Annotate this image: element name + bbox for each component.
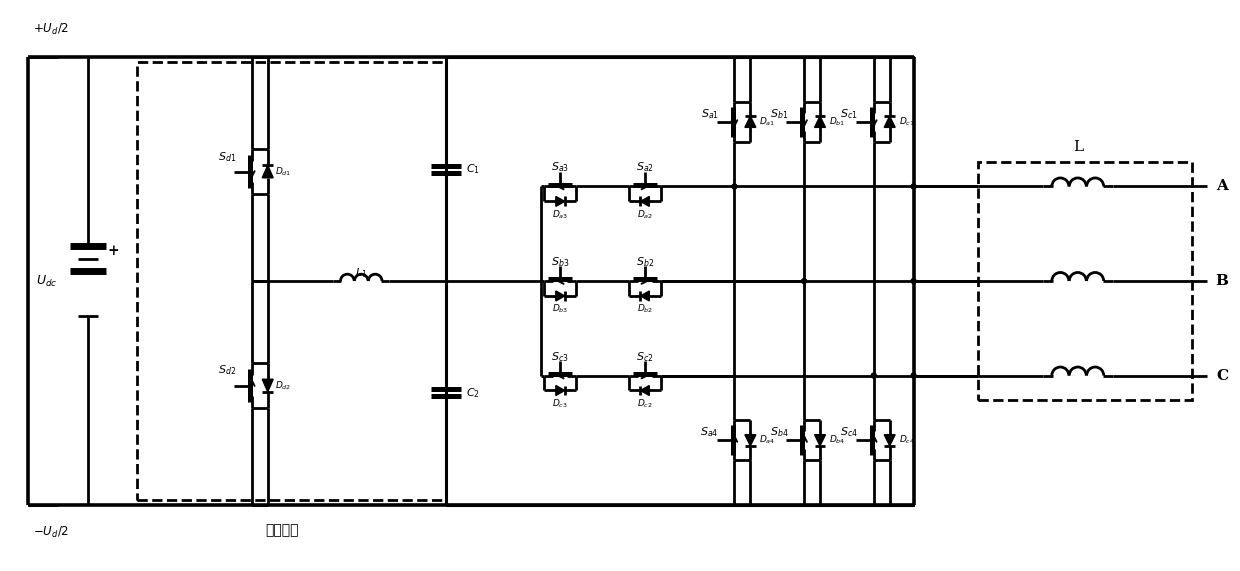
- Text: $D_{b3}$: $D_{b3}$: [552, 303, 568, 315]
- Circle shape: [911, 279, 916, 284]
- Circle shape: [801, 279, 806, 284]
- Polygon shape: [556, 196, 564, 206]
- Text: A: A: [1216, 179, 1228, 194]
- Polygon shape: [815, 435, 826, 446]
- Text: $S_{b4}$: $S_{b4}$: [770, 425, 789, 439]
- Text: $C_2$: $C_2$: [466, 386, 480, 400]
- Text: $D_{d1}$: $D_{d1}$: [275, 166, 291, 178]
- Polygon shape: [815, 116, 826, 127]
- Text: $D_{d2}$: $D_{d2}$: [275, 379, 291, 392]
- Text: $D_{a1}$: $D_{a1}$: [759, 115, 775, 128]
- Text: $S_{b1}$: $S_{b1}$: [770, 107, 789, 120]
- Text: B: B: [1215, 274, 1229, 288]
- Text: $D_{c1}$: $D_{c1}$: [899, 115, 915, 128]
- Text: $D_{c4}$: $D_{c4}$: [899, 434, 915, 447]
- Polygon shape: [884, 435, 895, 446]
- Text: $S_{c3}$: $S_{c3}$: [552, 350, 569, 364]
- Text: $U_{dc}$: $U_{dc}$: [36, 274, 58, 288]
- Text: $S_{b3}$: $S_{b3}$: [551, 255, 569, 269]
- Text: $S_{d2}$: $S_{d2}$: [218, 364, 236, 377]
- Bar: [138, 62, 446, 500]
- Text: $C_1$: $C_1$: [466, 162, 480, 176]
- Text: $D_{a4}$: $D_{a4}$: [759, 434, 775, 447]
- Text: L: L: [1073, 140, 1083, 154]
- Text: C: C: [1216, 368, 1228, 383]
- Circle shape: [872, 373, 877, 378]
- Text: $D_{c2}$: $D_{c2}$: [637, 397, 652, 409]
- Polygon shape: [262, 165, 273, 178]
- Text: $+U_d/2$: $+U_d/2$: [33, 22, 69, 37]
- Circle shape: [911, 373, 916, 378]
- Text: $S_{a2}$: $S_{a2}$: [636, 160, 653, 175]
- Polygon shape: [745, 435, 756, 446]
- Text: 平衡电路: 平衡电路: [265, 523, 299, 537]
- Text: $S_{a1}$: $S_{a1}$: [701, 107, 719, 120]
- Bar: [978, 162, 1192, 400]
- Polygon shape: [640, 196, 650, 206]
- Text: $S_{b2}$: $S_{b2}$: [636, 255, 653, 269]
- Text: $S_{c2}$: $S_{c2}$: [636, 350, 653, 364]
- Circle shape: [911, 184, 916, 189]
- Text: $S_{c1}$: $S_{c1}$: [839, 107, 858, 120]
- Text: $D_{b2}$: $D_{b2}$: [636, 303, 653, 315]
- Circle shape: [732, 184, 737, 189]
- Text: $D_{b4}$: $D_{b4}$: [828, 434, 846, 447]
- Text: $S_{c4}$: $S_{c4}$: [839, 425, 858, 439]
- Text: $D_{a2}$: $D_{a2}$: [637, 208, 653, 220]
- Polygon shape: [745, 116, 756, 127]
- Text: $D_{b1}$: $D_{b1}$: [828, 115, 846, 128]
- Polygon shape: [640, 385, 650, 396]
- Text: $S_{a3}$: $S_{a3}$: [552, 160, 569, 175]
- Text: $L_1$: $L_1$: [355, 266, 367, 280]
- Text: +: +: [108, 244, 119, 258]
- Text: $-U_d/2$: $-U_d/2$: [33, 525, 69, 540]
- Polygon shape: [884, 116, 895, 127]
- Polygon shape: [556, 385, 564, 396]
- Polygon shape: [556, 291, 564, 301]
- Text: $S_{a4}$: $S_{a4}$: [701, 425, 719, 439]
- Polygon shape: [262, 379, 273, 392]
- Text: $D_{a3}$: $D_{a3}$: [552, 208, 568, 220]
- Text: $D_{c3}$: $D_{c3}$: [552, 397, 568, 409]
- Polygon shape: [640, 291, 650, 301]
- Text: $S_{d1}$: $S_{d1}$: [218, 150, 236, 163]
